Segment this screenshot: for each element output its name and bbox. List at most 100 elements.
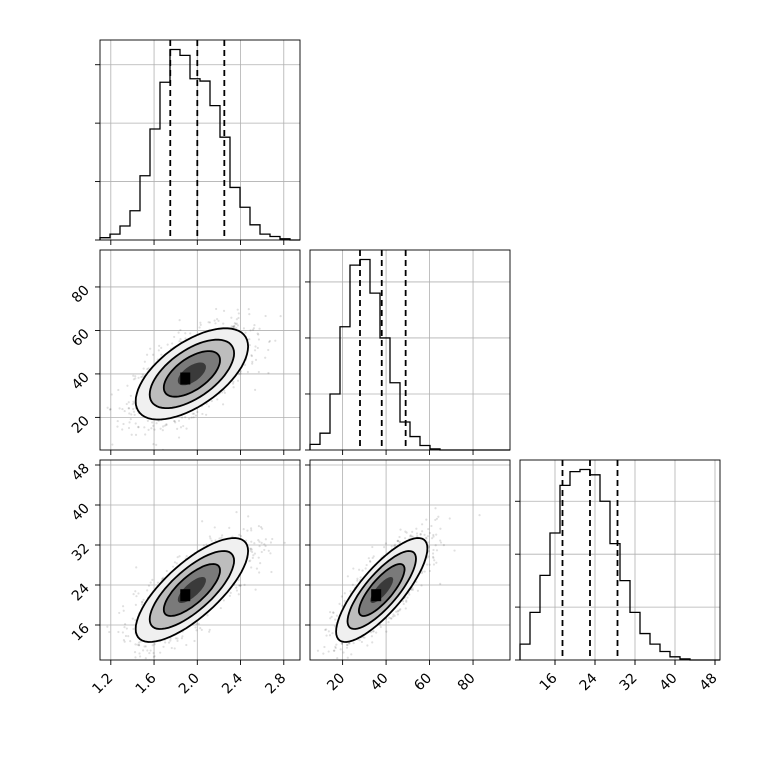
scatter-point xyxy=(134,619,137,622)
scatter-point xyxy=(218,537,221,540)
y-tick-label: 16 xyxy=(69,620,93,644)
scatter-point xyxy=(219,606,222,610)
scatter-point xyxy=(121,605,125,608)
scatter-point xyxy=(173,335,176,339)
scatter-point xyxy=(230,325,233,328)
x-tick-label: 20 xyxy=(324,670,348,694)
scatter-point xyxy=(246,370,249,374)
scatter-point xyxy=(122,609,125,612)
scatter-point xyxy=(392,613,395,616)
scatter-point xyxy=(172,419,176,423)
scatter-point xyxy=(335,614,339,617)
scatter-point xyxy=(369,560,372,563)
scatter-point xyxy=(251,362,254,365)
scatter-point xyxy=(333,649,336,652)
hist-grid-0 xyxy=(100,40,300,241)
scatter-point xyxy=(269,541,273,544)
scatter-point xyxy=(176,556,179,559)
scatter-point xyxy=(167,641,171,644)
scatter-point xyxy=(126,384,129,387)
scatter-point xyxy=(166,343,169,346)
scatter-point xyxy=(169,639,172,642)
scatter-point xyxy=(231,325,235,328)
scatter-point xyxy=(158,344,161,348)
contour-line xyxy=(148,550,236,630)
scatter-point xyxy=(138,652,141,655)
scatter-point xyxy=(233,322,236,325)
scatter-point xyxy=(416,534,419,538)
scatter-point xyxy=(250,354,253,358)
scatter-point xyxy=(433,559,436,562)
scatter-point xyxy=(176,427,179,430)
scatter-point xyxy=(405,600,408,603)
scatter-point xyxy=(185,643,188,647)
scatter-point xyxy=(222,322,225,325)
scatter-point xyxy=(238,533,241,536)
scatter-point xyxy=(364,567,367,570)
scatter-point xyxy=(239,584,242,587)
scatter-point xyxy=(108,630,111,634)
scatter-point xyxy=(153,428,156,431)
scatter-point xyxy=(162,576,165,579)
scatter-point xyxy=(478,514,481,517)
scatter-point xyxy=(431,537,434,540)
scatter-point xyxy=(253,349,257,352)
scatter-point xyxy=(263,548,266,552)
scatter-point xyxy=(259,525,263,529)
scatter-point xyxy=(213,526,216,529)
scatter-point xyxy=(134,433,138,437)
scatter-point xyxy=(121,631,124,634)
scatter-point xyxy=(390,545,393,548)
hist-panel-0 xyxy=(95,39,301,245)
scatter-point xyxy=(116,425,119,428)
scatter-point xyxy=(151,644,154,647)
scatter-point xyxy=(173,420,176,423)
scatter-point xyxy=(254,358,258,361)
scatter-point xyxy=(202,544,205,547)
scatter-point xyxy=(139,640,142,643)
scatter-point xyxy=(184,337,187,340)
scatter-point xyxy=(229,591,232,594)
scatter-point xyxy=(264,314,267,318)
scatter-point xyxy=(269,552,272,555)
scatter-point xyxy=(252,327,256,330)
scatter-point xyxy=(149,581,152,584)
scatter-point xyxy=(384,542,388,545)
density-peak xyxy=(180,372,191,385)
scatter-point xyxy=(421,530,424,533)
scatter-point xyxy=(254,345,257,348)
scatter-point xyxy=(136,643,139,646)
scatter-point xyxy=(235,511,238,514)
y-tick-label: 24 xyxy=(69,580,93,604)
scatter-point xyxy=(144,645,147,648)
scatter-point xyxy=(405,531,408,534)
contour-line xyxy=(134,537,250,643)
scatter-point xyxy=(327,630,330,633)
scatter-point xyxy=(188,417,191,420)
scatter-point xyxy=(236,308,239,311)
scatter-point xyxy=(215,307,218,311)
scatter-point xyxy=(439,541,443,544)
x-tick-label: 40 xyxy=(368,670,392,694)
scatter-point xyxy=(368,559,372,563)
scatter-point xyxy=(179,426,183,429)
contour-line xyxy=(162,350,221,398)
scatter-point xyxy=(165,423,168,427)
scatter-point xyxy=(257,556,260,559)
scatter-point xyxy=(395,610,398,613)
scatter-point xyxy=(403,537,407,540)
scatter-point xyxy=(340,595,343,598)
scatter-point xyxy=(130,413,133,416)
scatter-point xyxy=(251,360,254,363)
scatter-point xyxy=(279,315,282,318)
scatter-point xyxy=(185,555,188,558)
y-tick-label: 60 xyxy=(69,326,93,350)
scatter-point xyxy=(329,617,332,620)
scatter-point xyxy=(146,649,149,652)
scatter-point xyxy=(365,563,368,567)
scatter-point xyxy=(399,528,402,531)
scatter-point xyxy=(118,611,121,615)
scatter-point xyxy=(247,515,250,518)
y-tick-label: 40 xyxy=(69,501,93,525)
scatter-point xyxy=(221,534,224,537)
